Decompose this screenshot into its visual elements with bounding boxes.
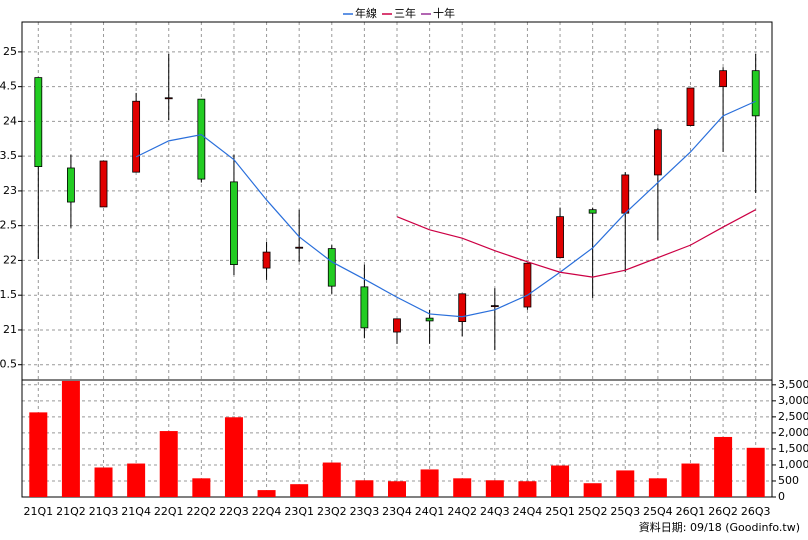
x-tick-label: 23Q1 <box>284 505 314 518</box>
volume-bar <box>714 436 733 497</box>
y2-tick-label: 1,500 <box>778 442 808 455</box>
volume-bar <box>648 478 667 497</box>
x-tick-label: 23Q4 <box>382 505 412 518</box>
candle-body <box>67 167 75 203</box>
y-tick-label: 24 <box>3 114 17 127</box>
volume-bar <box>29 412 48 497</box>
x-tick-label: 22Q1 <box>154 505 184 518</box>
candle-body <box>295 246 304 249</box>
candle-body <box>393 318 401 333</box>
x-tick-label: 21Q2 <box>56 505 86 518</box>
volume-bar <box>746 447 765 497</box>
x-tick-label: 23Q2 <box>317 505 347 518</box>
x-tick-label: 24Q2 <box>447 505 477 518</box>
x-tick-label: 22Q4 <box>252 505 282 518</box>
x-tick-label: 25Q2 <box>578 505 608 518</box>
candle-body <box>425 317 434 322</box>
x-tick-label: 22Q2 <box>187 505 217 518</box>
x-tick-label: 21Q3 <box>89 505 119 518</box>
candle-body <box>686 87 695 126</box>
candle-body <box>523 262 532 308</box>
y-tick-label: 20.5 <box>0 358 17 371</box>
y2-tick-label: 500 <box>778 474 799 487</box>
volume-bar <box>322 462 341 497</box>
volume-bar <box>485 480 504 497</box>
y-tick-label: 25 <box>3 45 17 58</box>
candle-body <box>490 305 499 308</box>
legend-label: 十年 <box>433 6 455 20</box>
y-tick-label: 21 <box>3 323 17 336</box>
y2-tick-label: 3,500 <box>778 378 808 391</box>
candle-body <box>132 100 141 173</box>
y2-tick-label: 3,000 <box>778 394 808 407</box>
volume-bar <box>127 463 146 497</box>
footnote: 資料日期: 09/18 (Goodinfo.tw) <box>639 520 800 534</box>
y-tick-label: 23.5 <box>0 149 17 162</box>
candle-body <box>751 70 760 117</box>
candle-body <box>197 98 206 180</box>
candle-body <box>99 160 108 208</box>
legend-label: 年線 <box>355 6 377 20</box>
volume-bar <box>94 467 113 497</box>
x-tick-label: 26Q3 <box>741 505 771 518</box>
volume-bar <box>420 469 439 497</box>
candle-body <box>621 174 630 214</box>
candle-body <box>653 129 662 176</box>
x-tick-label: 24Q1 <box>415 505 445 518</box>
x-tick-label: 24Q4 <box>513 505 543 518</box>
legend-label: 三年 <box>394 6 416 20</box>
candle-body <box>458 293 467 323</box>
candle-body <box>327 248 336 287</box>
volume-bar <box>192 478 211 497</box>
candle-body <box>360 286 369 329</box>
candle-body <box>588 209 597 214</box>
x-tick-label: 26Q2 <box>708 505 738 518</box>
ma-line <box>396 209 756 278</box>
y2-tick-label: 2,000 <box>778 426 808 439</box>
candle-body <box>556 216 564 259</box>
volume-bar <box>583 483 602 497</box>
y2-tick-label: 0 <box>778 490 785 503</box>
volume-bar <box>159 431 178 497</box>
volume-bar <box>257 490 276 497</box>
y-tick-label: 21.5 <box>0 288 17 301</box>
volume-bar <box>453 478 472 497</box>
candle-body <box>230 181 238 266</box>
x-tick-label: 23Q3 <box>350 505 380 518</box>
volume-bar <box>681 463 700 497</box>
y-tick-label: 22.5 <box>0 219 17 232</box>
x-tick-label: 25Q3 <box>610 505 640 518</box>
x-tick-label: 24Q3 <box>480 505 510 518</box>
x-tick-label: 25Q1 <box>545 505 575 518</box>
x-tick-label: 21Q1 <box>23 505 53 518</box>
candle-body <box>719 70 727 88</box>
y2-tick-label: 1,000 <box>778 458 808 471</box>
volume-bar <box>355 480 374 497</box>
volume-bar <box>290 484 309 497</box>
volume-bar <box>518 481 537 497</box>
volume-bar <box>616 470 635 497</box>
candle-body <box>34 77 43 167</box>
candle-body <box>164 97 173 100</box>
y-tick-label: 22 <box>3 253 17 266</box>
volume-bar <box>224 417 243 497</box>
x-tick-label: 25Q4 <box>643 505 673 518</box>
candle-body <box>262 251 271 269</box>
y-tick-label: 24.5 <box>0 80 17 93</box>
volume-bar <box>388 481 406 497</box>
ma-line <box>135 100 756 318</box>
x-tick-label: 26Q1 <box>676 505 706 518</box>
volume-bar <box>551 465 570 497</box>
x-tick-label: 22Q3 <box>219 505 249 518</box>
y2-tick-label: 2,500 <box>778 410 808 423</box>
y-tick-label: 23 <box>3 184 17 197</box>
volume-bar <box>61 380 80 497</box>
x-tick-label: 21Q4 <box>121 505 151 518</box>
